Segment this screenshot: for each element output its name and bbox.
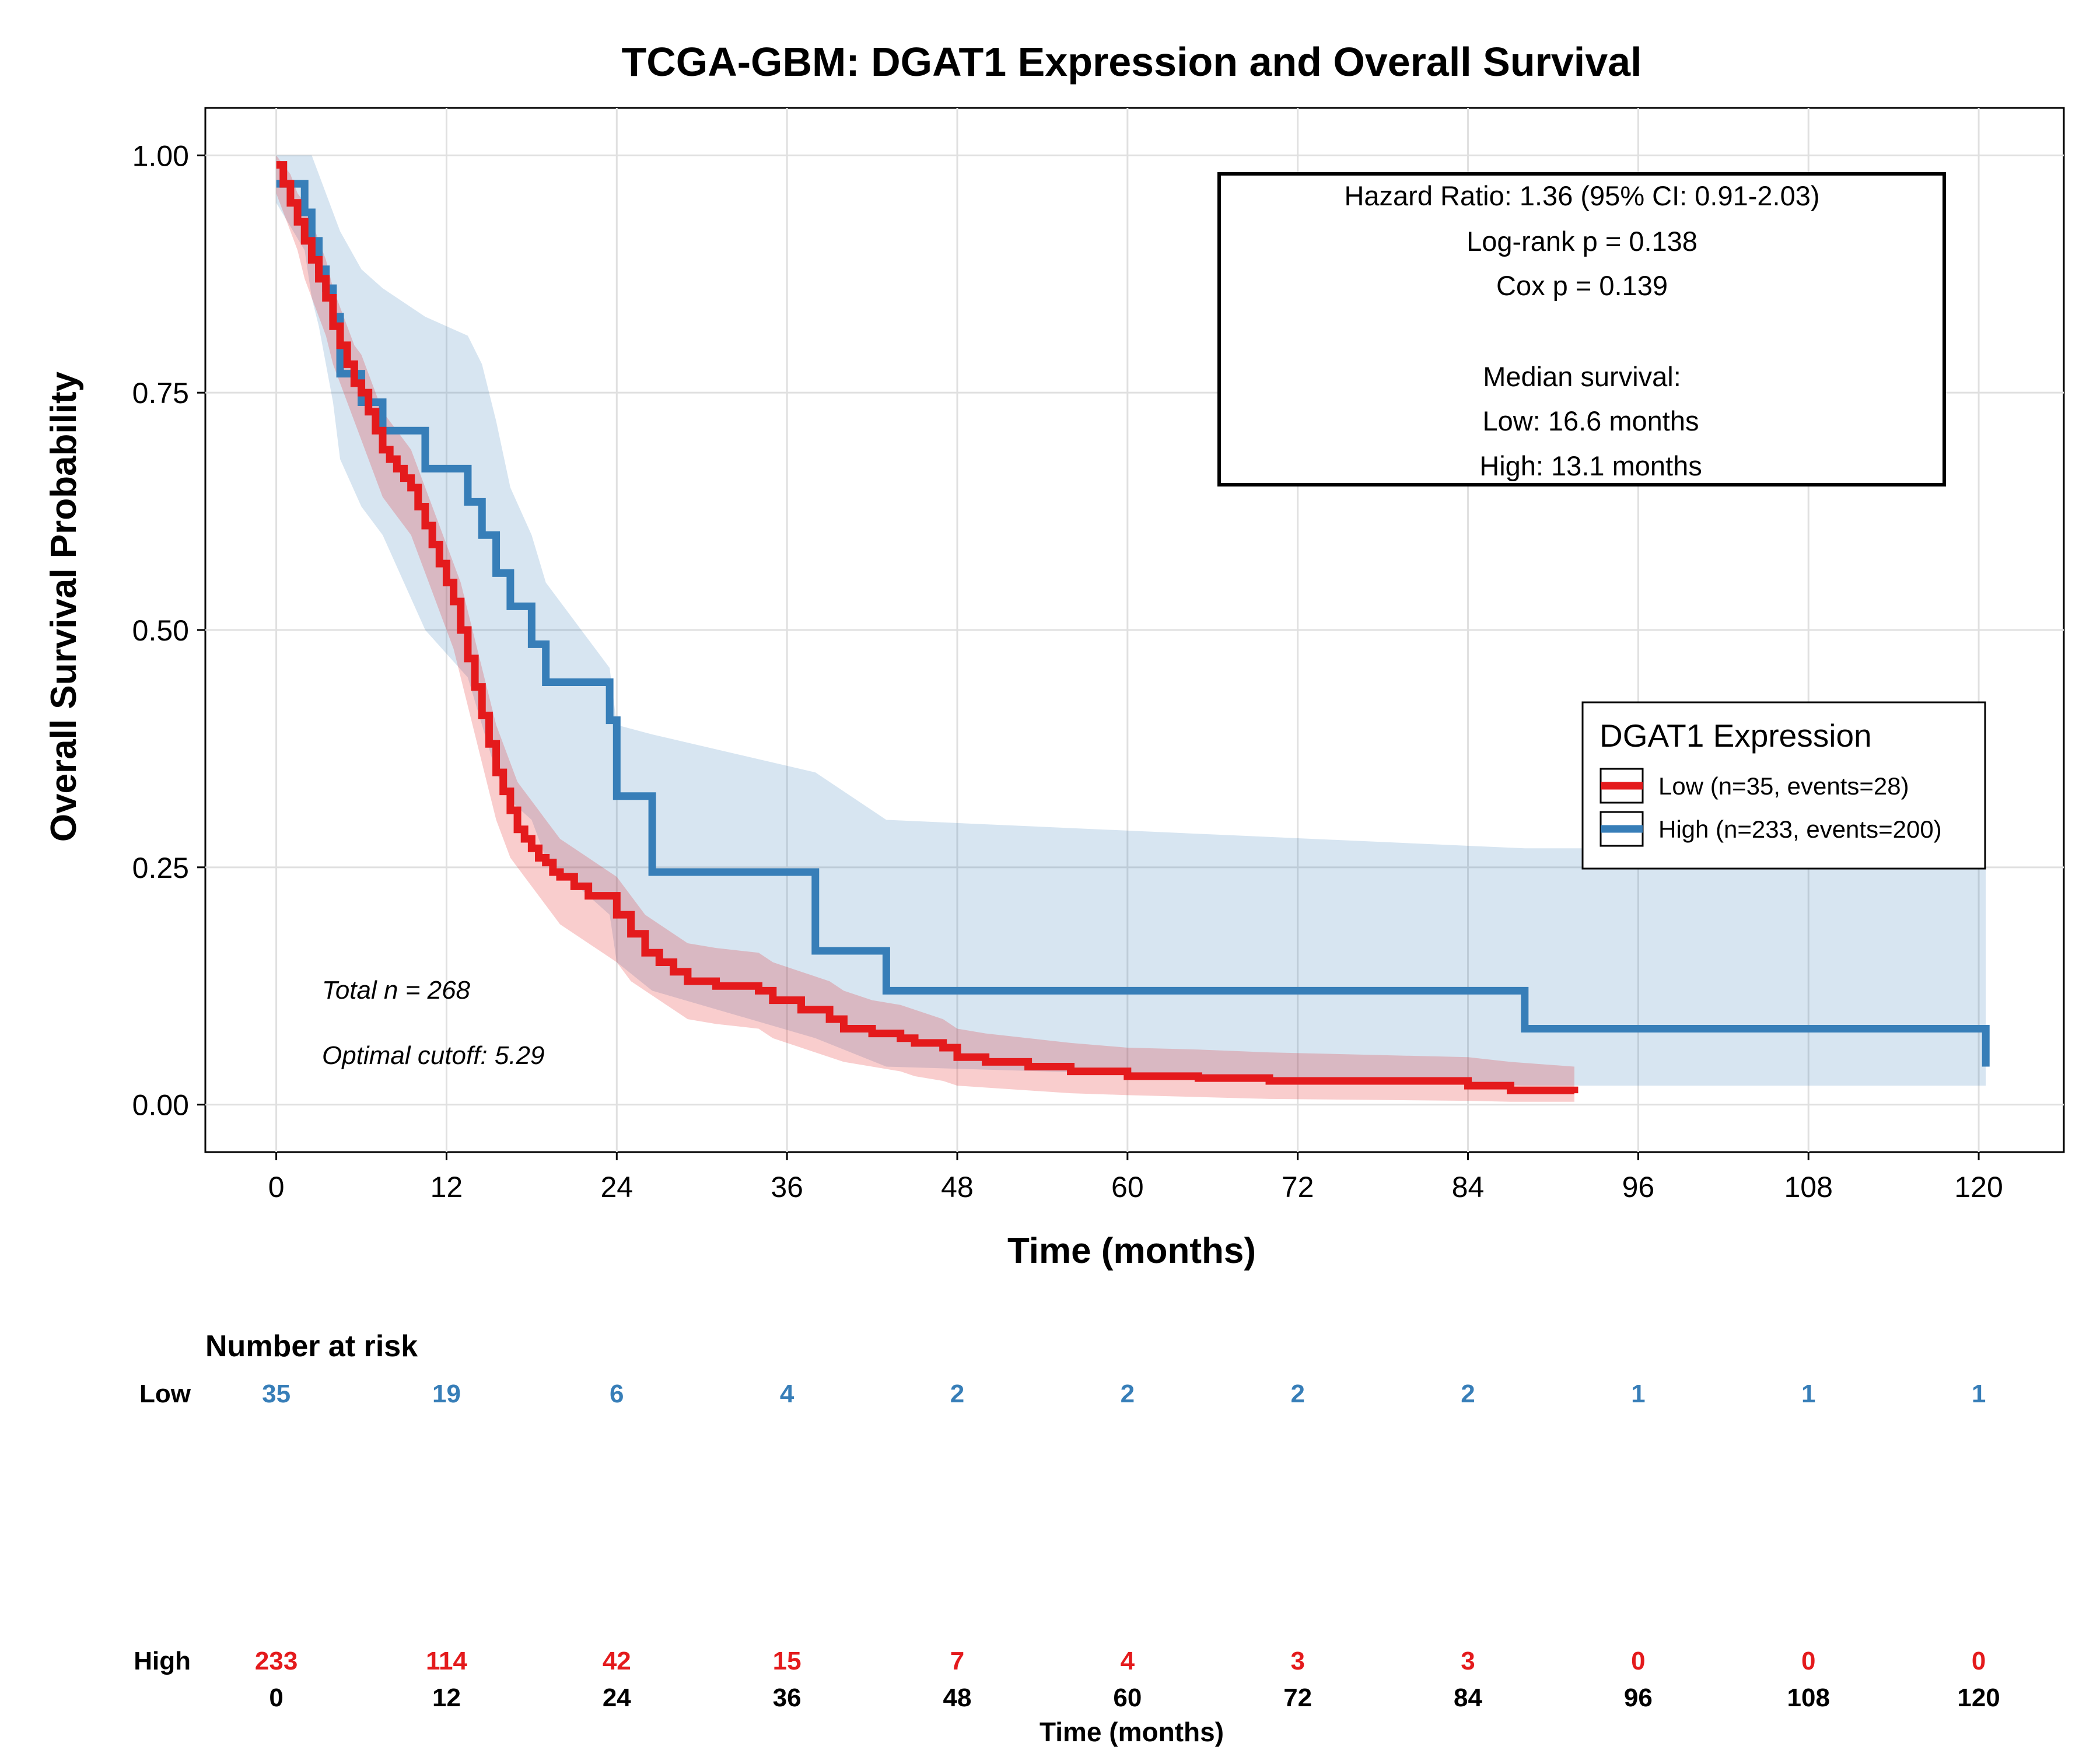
legend: DGAT1 Expression Low (n=35, events=28) H…	[1581, 701, 1986, 870]
axis-ticks: 0 12 24 36 48 60 72 84 96 108 120 0.00 0.25 0.50 0.75 1…	[132, 139, 2003, 1203]
stats-box-border	[1217, 172, 1946, 487]
risk-count-high: 3	[1290, 1647, 1304, 1675]
y-tick-label: 0.00	[132, 1089, 189, 1122]
ci-band-high	[276, 155, 1986, 1086]
x-tick-label: 12	[430, 1171, 463, 1203]
y-tick-label: 0.25	[132, 852, 189, 884]
risk-time-label: 72	[1283, 1684, 1312, 1712]
x-tick-label: 120	[1954, 1171, 2003, 1203]
risk-time-label: 96	[1624, 1684, 1653, 1712]
risk-count-high: 7	[950, 1647, 964, 1675]
risk-time-label: 24	[603, 1684, 631, 1712]
risk-count-high: 0	[1631, 1647, 1645, 1675]
risk-count-low: 2	[1290, 1380, 1304, 1408]
legend-border	[1581, 701, 1986, 870]
x-tick-label: 36	[771, 1171, 803, 1203]
stats-annotation-box: Hazard Ratio: 1.36 (95% CI: 0.91-2.03) L…	[1217, 172, 1946, 487]
risk-time-label: 48	[943, 1684, 972, 1712]
risk-count-low: 4	[780, 1380, 794, 1408]
risk-count-low: 1	[1801, 1380, 1815, 1408]
y-axis-title: Overall Survival Probability	[44, 371, 84, 842]
cox-p-text: Cox p = 0.139	[1496, 270, 1668, 301]
x-tick-label: 24	[600, 1171, 633, 1203]
median-low-text: Low: 16.6 months	[1483, 405, 1699, 436]
risk-count-low: 35	[262, 1380, 290, 1408]
risk-count-low: 1	[1631, 1380, 1645, 1408]
x-tick-label: 84	[1452, 1171, 1485, 1203]
risk-row-label-low: Low	[139, 1380, 191, 1408]
risk-time-label: 60	[1113, 1684, 1142, 1712]
legend-title: DGAT1 Expression	[1600, 718, 1872, 754]
x-tick-label: 60	[1111, 1171, 1144, 1203]
risk-time-label: 0	[269, 1684, 283, 1712]
x-tick-label: 48	[941, 1171, 974, 1203]
median-survival-heading: Median survival:	[1483, 361, 1681, 392]
legend-label-high: High (n=233, events=200)	[1658, 816, 1942, 843]
legend-label-low: Low (n=35, events=28)	[1658, 772, 1909, 800]
survival-curves	[276, 161, 1990, 1094]
x-tick-label: 0	[268, 1171, 285, 1203]
risk-count-low: 1	[1972, 1380, 1986, 1408]
confidence-bands	[276, 155, 1986, 1102]
risk-table-x-title: Time (months)	[1040, 1717, 1224, 1747]
risk-count-high: 15	[773, 1647, 802, 1675]
y-tick-label: 0.50	[132, 614, 189, 647]
risk-time-label: 108	[1787, 1684, 1830, 1712]
risk-table-title: Number at risk	[205, 1329, 418, 1363]
risk-count-low: 6	[610, 1380, 624, 1408]
survival-line-low	[276, 161, 1578, 1094]
log-rank-text: Log-rank p = 0.138	[1466, 226, 1698, 257]
risk-count-high: 42	[603, 1647, 631, 1675]
risk-time-label: 12	[432, 1684, 461, 1712]
risk-count-high: 4	[1121, 1647, 1135, 1675]
hazard-ratio-text: Hazard Ratio: 1.36 (95% CI: 0.91-2.03)	[1344, 180, 1819, 211]
risk-time-label: 84	[1454, 1684, 1482, 1712]
risk-count-high: 3	[1461, 1647, 1475, 1675]
y-tick-label: 0.75	[132, 377, 189, 410]
risk-count-high: 0	[1801, 1647, 1815, 1675]
risk-count-high: 0	[1972, 1647, 1986, 1675]
risk-count-low: 2	[1461, 1380, 1475, 1408]
risk-row-label-high: High	[134, 1647, 191, 1675]
x-tick-label: 108	[1784, 1171, 1833, 1203]
cutoff-annotation: Optimal cutoff: 5.29	[322, 1041, 545, 1070]
x-tick-label: 72	[1282, 1171, 1314, 1203]
y-tick-label: 1.00	[132, 139, 189, 172]
risk-time-label: 120	[1957, 1684, 2000, 1712]
total-n-annotation: Total n = 268	[322, 976, 471, 1005]
risk-count-low: 2	[1121, 1380, 1135, 1408]
risk-count-high: 233	[255, 1647, 298, 1675]
median-high-text: High: 13.1 months	[1479, 450, 1702, 481]
x-axis-title: Time (months)	[1007, 1231, 1256, 1271]
risk-count-low: 2	[950, 1380, 964, 1408]
chart-title: TCGA-GBM: DGAT1 Expression and Overall S…	[621, 39, 1642, 85]
risk-time-label: 36	[773, 1684, 802, 1712]
risk-count-low: 19	[432, 1380, 461, 1408]
risk-count-high: 114	[426, 1647, 468, 1675]
x-tick-label: 96	[1622, 1171, 1655, 1203]
